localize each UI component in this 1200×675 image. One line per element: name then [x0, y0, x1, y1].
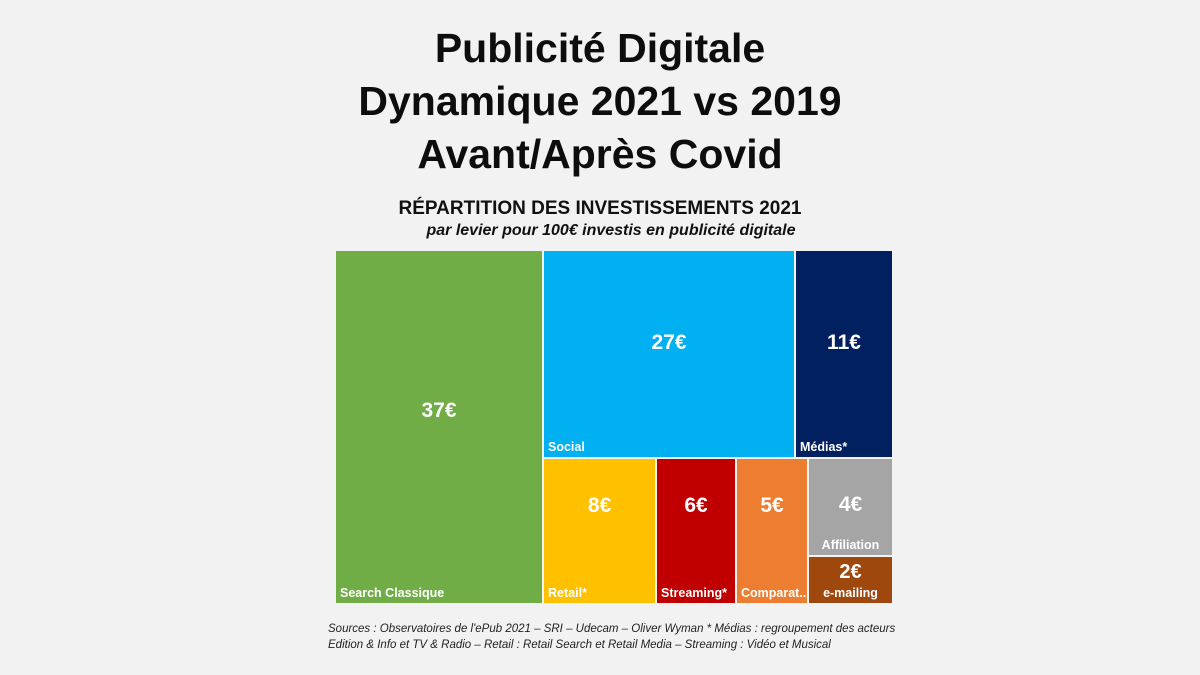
tile-value-label: 5€: [760, 494, 784, 517]
treemap-tile-social: 27€ Social: [542, 249, 796, 459]
tile-category-label: Social: [548, 440, 585, 454]
sources-note: Sources : Observatoires de l'ePub 2021 –…: [328, 623, 896, 651]
treemap-tile-retail: 8€ Retail*: [542, 457, 657, 605]
tile-category-label: e-mailing: [823, 586, 878, 600]
tile-value-label: 27€: [651, 331, 687, 354]
tile-category-label: Streaming*: [661, 586, 727, 600]
tile-value-label: 8€: [587, 494, 612, 517]
title-line-3: Avant/Après Covid: [417, 131, 783, 177]
main-title: Publicité Digitale Dynamique 2021 vs 201…: [0, 22, 1200, 181]
tile-value-label: 37€: [421, 399, 457, 422]
chart-subtitle: par levier pour 100€ investis en publici…: [426, 222, 796, 239]
tile-category-label: Affiliation: [821, 538, 880, 552]
treemap-chart: 37€ Search Classique 27€ Social 11€ Médias* 8€…: [334, 249, 894, 605]
tile-value-label: 2€: [839, 561, 862, 583]
tile-value-label: 4€: [838, 493, 863, 516]
tile-category-label: Comparat...: [741, 586, 809, 600]
tile-value-label: 6€: [684, 494, 708, 517]
tile-value-label: 11€: [827, 331, 861, 354]
tile-category-label: Search Classique: [340, 586, 445, 600]
treemap-tile-search-classique: 37€ Search Classique: [334, 249, 544, 605]
treemap-tile-streaming: 6€ Streaming*: [655, 457, 737, 605]
tile-category-label: Retail*: [548, 586, 587, 600]
treemap-tile-affiliation: 4€ Affiliation: [807, 457, 894, 557]
treemap-tile-comparat: 5€ Comparat...: [735, 457, 809, 605]
chart-title: RÉPARTITION DES INVESTISSEMENTS 2021: [398, 198, 802, 219]
title-line-1: Publicité Digitale: [434, 25, 766, 71]
treemap-tile-e-mailing: 2€ e-mailing: [807, 555, 894, 605]
title-line-2: Dynamique 2021 vs 2019: [358, 78, 842, 124]
tile-category-label: Médias*: [800, 440, 848, 454]
treemap-tile-medias: 11€ Médias*: [794, 249, 894, 459]
